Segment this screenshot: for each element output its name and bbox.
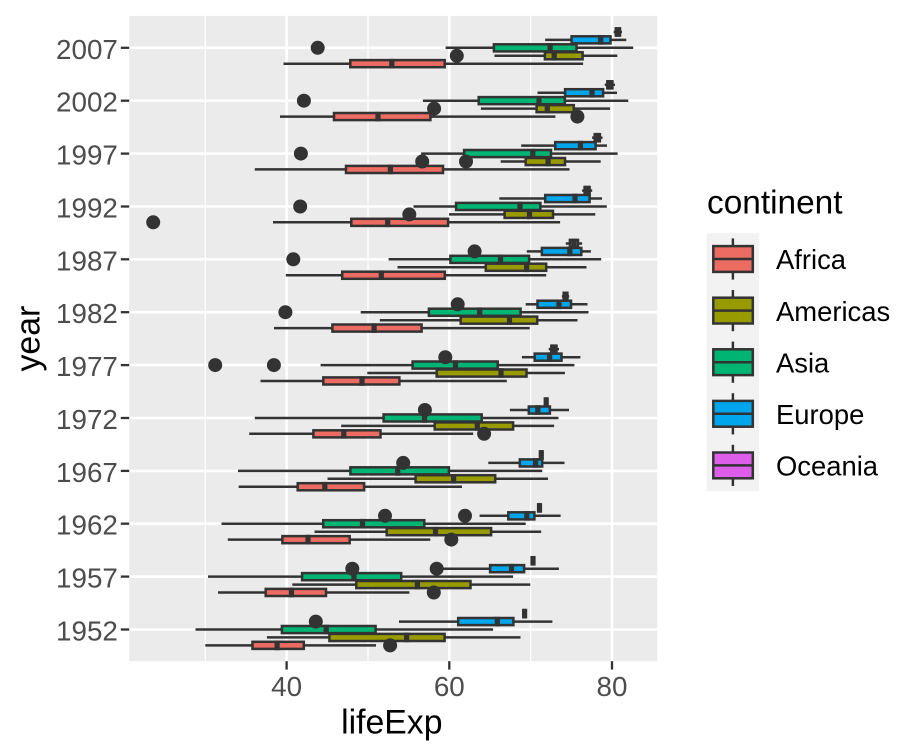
svg-text:80: 80 xyxy=(597,671,628,702)
svg-text:60: 60 xyxy=(434,671,465,702)
svg-text:1957: 1957 xyxy=(56,563,118,594)
svg-text:1992: 1992 xyxy=(56,193,118,224)
svg-text:1967: 1967 xyxy=(56,457,118,488)
svg-text:lifeExp: lifeExp xyxy=(341,703,442,741)
svg-text:continent: continent xyxy=(707,185,843,222)
svg-text:1962: 1962 xyxy=(56,510,118,541)
svg-text:2002: 2002 xyxy=(56,87,118,118)
svg-text:40: 40 xyxy=(271,671,302,702)
svg-text:1982: 1982 xyxy=(56,298,118,329)
svg-text:1997: 1997 xyxy=(56,140,118,171)
svg-text:year: year xyxy=(10,306,48,372)
svg-text:Asia: Asia xyxy=(776,347,830,378)
svg-text:Europe: Europe xyxy=(776,399,864,430)
svg-text:1987: 1987 xyxy=(56,245,118,276)
svg-text:Americas: Americas xyxy=(776,296,890,327)
svg-text:Oceania: Oceania xyxy=(776,451,879,482)
svg-text:1952: 1952 xyxy=(56,616,118,647)
svg-text:2007: 2007 xyxy=(56,34,118,65)
svg-text:1977: 1977 xyxy=(56,351,118,382)
svg-text:Africa: Africa xyxy=(776,244,847,275)
svg-text:1972: 1972 xyxy=(56,404,118,435)
